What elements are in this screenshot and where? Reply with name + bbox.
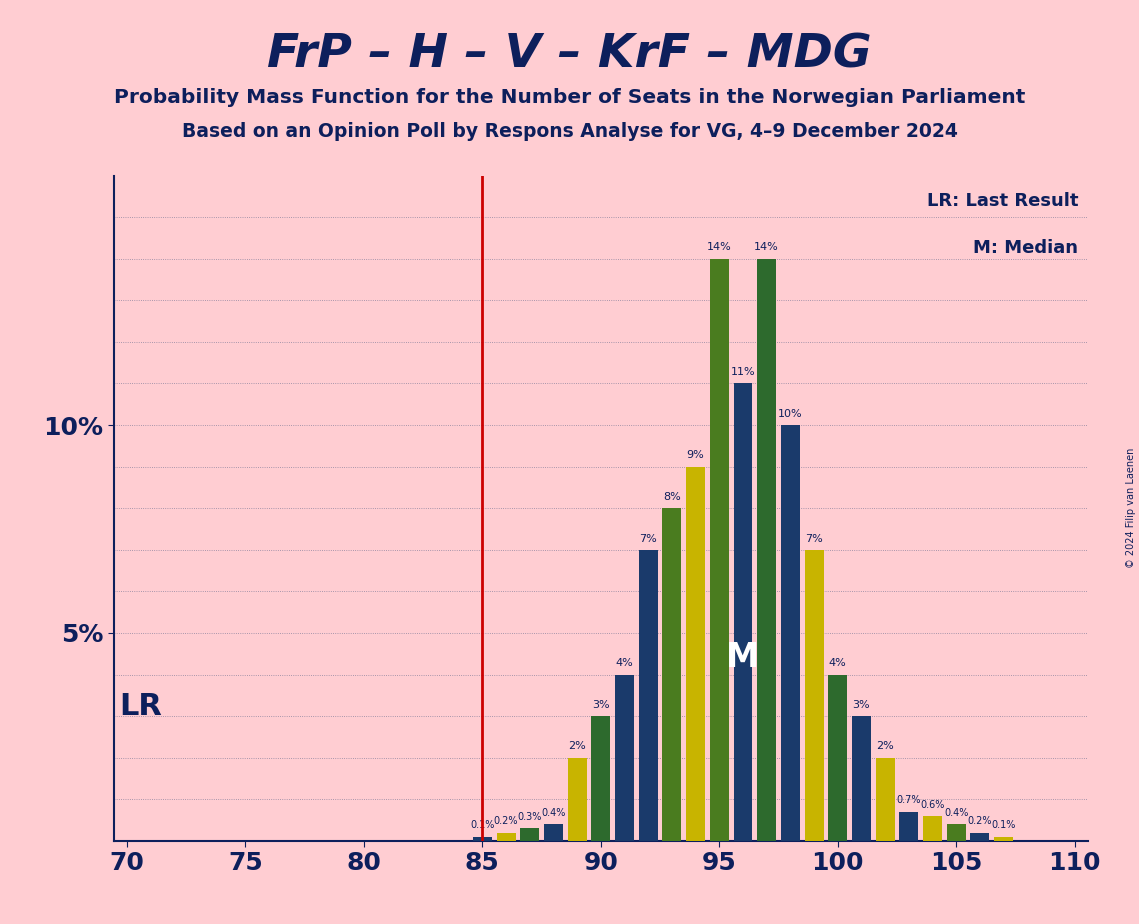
Text: M: Median: M: Median: [973, 238, 1077, 257]
Text: 4%: 4%: [829, 658, 846, 668]
Bar: [852, 716, 871, 841]
Bar: [876, 758, 894, 841]
Text: 0.2%: 0.2%: [494, 816, 518, 826]
Text: 0.6%: 0.6%: [920, 799, 944, 809]
Text: 7%: 7%: [639, 533, 657, 543]
Text: LR: LR: [118, 692, 162, 721]
Bar: [710, 259, 729, 841]
Text: 2%: 2%: [568, 741, 585, 751]
Text: 0.4%: 0.4%: [944, 808, 968, 818]
Text: 0.4%: 0.4%: [541, 808, 566, 818]
Text: Probability Mass Function for the Number of Seats in the Norwegian Parliament: Probability Mass Function for the Number…: [114, 88, 1025, 107]
Bar: [544, 824, 563, 841]
Text: 8%: 8%: [663, 492, 681, 502]
Bar: [473, 837, 492, 841]
Text: 7%: 7%: [805, 533, 823, 543]
Bar: [521, 828, 539, 841]
Text: 14%: 14%: [754, 242, 779, 252]
Text: 0.3%: 0.3%: [517, 812, 542, 822]
Text: 9%: 9%: [687, 450, 705, 460]
Text: M: M: [727, 641, 760, 675]
Text: 0.1%: 0.1%: [991, 821, 1016, 831]
Text: 4%: 4%: [616, 658, 633, 668]
Text: © 2024 Filip van Laenen: © 2024 Filip van Laenen: [1126, 448, 1136, 568]
Bar: [781, 425, 800, 841]
Text: 0.1%: 0.1%: [470, 821, 494, 831]
Bar: [734, 383, 753, 841]
Text: 14%: 14%: [707, 242, 731, 252]
Text: 11%: 11%: [731, 367, 755, 377]
Bar: [591, 716, 611, 841]
Text: 0.2%: 0.2%: [968, 816, 992, 826]
Bar: [497, 833, 516, 841]
Bar: [686, 467, 705, 841]
Bar: [663, 508, 681, 841]
Bar: [923, 816, 942, 841]
Bar: [757, 259, 776, 841]
Bar: [828, 675, 847, 841]
Text: 3%: 3%: [853, 699, 870, 710]
Bar: [900, 812, 918, 841]
Text: 10%: 10%: [778, 408, 803, 419]
Bar: [615, 675, 634, 841]
Bar: [804, 550, 823, 841]
Text: LR: Last Result: LR: Last Result: [926, 192, 1077, 210]
Text: 2%: 2%: [876, 741, 894, 751]
Bar: [994, 837, 1013, 841]
Text: FrP – H – V – KrF – MDG: FrP – H – V – KrF – MDG: [268, 32, 871, 78]
Bar: [947, 824, 966, 841]
Text: 0.7%: 0.7%: [896, 796, 921, 806]
Text: 3%: 3%: [592, 699, 609, 710]
Text: Based on an Opinion Poll by Respons Analyse for VG, 4–9 December 2024: Based on an Opinion Poll by Respons Anal…: [181, 122, 958, 141]
Bar: [970, 833, 990, 841]
Bar: [567, 758, 587, 841]
Bar: [639, 550, 657, 841]
